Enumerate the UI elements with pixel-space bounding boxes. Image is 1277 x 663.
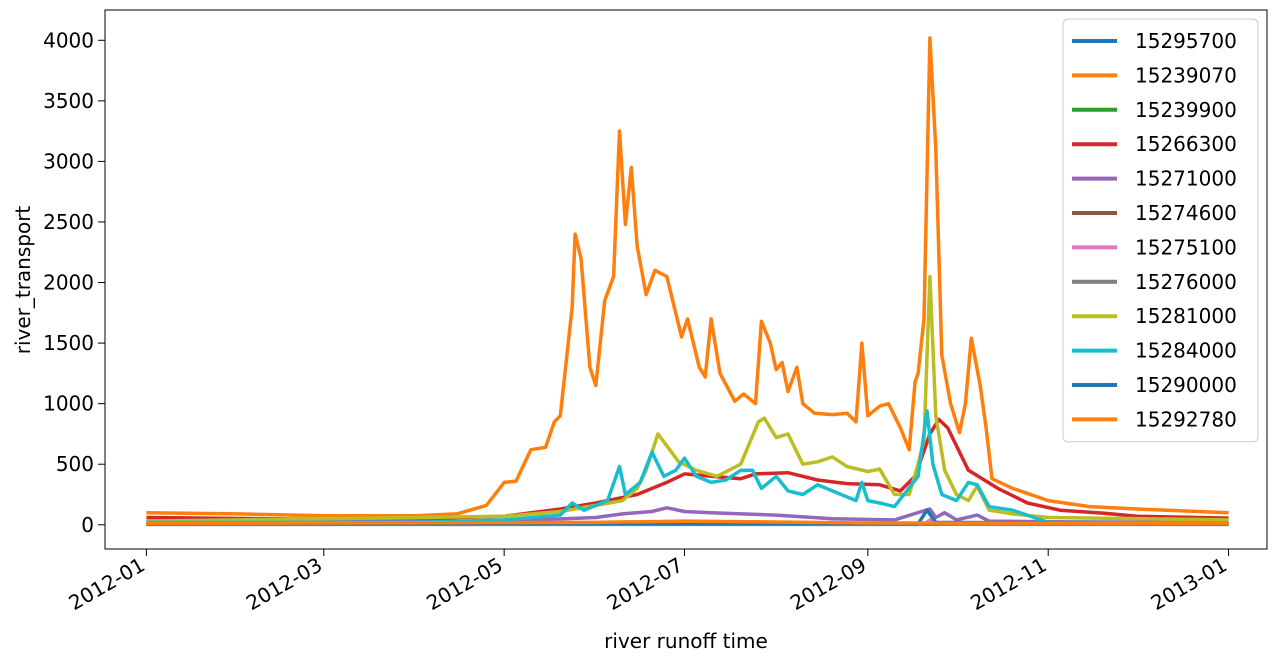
legend: 15295700 15239070 15239900 15266300 15271000… bbox=[1062, 18, 1259, 443]
x-tick-label: 2013-01 bbox=[1147, 553, 1231, 616]
x-axis-label: river runoff time bbox=[604, 629, 768, 653]
x-tick-label: 2012-05 bbox=[422, 553, 506, 616]
y-tick-label: 4000 bbox=[43, 28, 94, 52]
series-line-4 bbox=[146, 506, 1229, 525]
series-lines bbox=[146, 36, 1229, 527]
x-tick-label: 2012-09 bbox=[786, 553, 870, 616]
y-tick-label: 500 bbox=[56, 452, 94, 476]
y-tick-label: 3500 bbox=[43, 89, 94, 113]
y-axis-label: river_transport bbox=[11, 206, 35, 355]
x-tick-label: 2012-07 bbox=[603, 553, 687, 616]
legend-label: 15292780 bbox=[1135, 407, 1237, 431]
series-line-9 bbox=[146, 409, 1229, 525]
legend-label: 15281000 bbox=[1135, 304, 1237, 328]
legend-label: 15239070 bbox=[1135, 63, 1237, 87]
legend-label: 15290000 bbox=[1135, 373, 1237, 397]
legend-label: 15239900 bbox=[1135, 98, 1237, 122]
y-axis-ticks: 0 500 1000 1500 2000 2500 3000 3500 4000 bbox=[43, 28, 105, 537]
y-tick-label: 0 bbox=[81, 513, 94, 537]
legend-label: 15276000 bbox=[1135, 270, 1237, 294]
legend-label: 15274600 bbox=[1135, 201, 1237, 225]
legend-label: 15271000 bbox=[1135, 167, 1237, 191]
x-tick-label: 2012-11 bbox=[966, 553, 1050, 616]
legend-label: 15295700 bbox=[1135, 29, 1237, 53]
legend-label: 15275100 bbox=[1135, 235, 1237, 259]
y-tick-label: 2500 bbox=[43, 210, 94, 234]
x-axis-ticks: 2012-01 2012-03 2012-05 2012-07 2012-09 2012-… bbox=[65, 549, 1231, 616]
y-tick-label: 1000 bbox=[43, 392, 94, 416]
series-line-11 bbox=[146, 519, 1229, 526]
x-tick-label: 2012-01 bbox=[65, 553, 149, 616]
y-tick-label: 3000 bbox=[43, 149, 94, 173]
plot-frame bbox=[104, 9, 1268, 550]
legend-box bbox=[1062, 18, 1259, 443]
y-tick-label: 2000 bbox=[43, 271, 94, 295]
legend-label: 15266300 bbox=[1135, 132, 1237, 156]
series-line-1 bbox=[146, 36, 1229, 518]
y-tick-label: 1500 bbox=[43, 331, 94, 355]
x-tick-label: 2012-03 bbox=[242, 553, 326, 616]
legend-label: 15284000 bbox=[1135, 339, 1237, 363]
